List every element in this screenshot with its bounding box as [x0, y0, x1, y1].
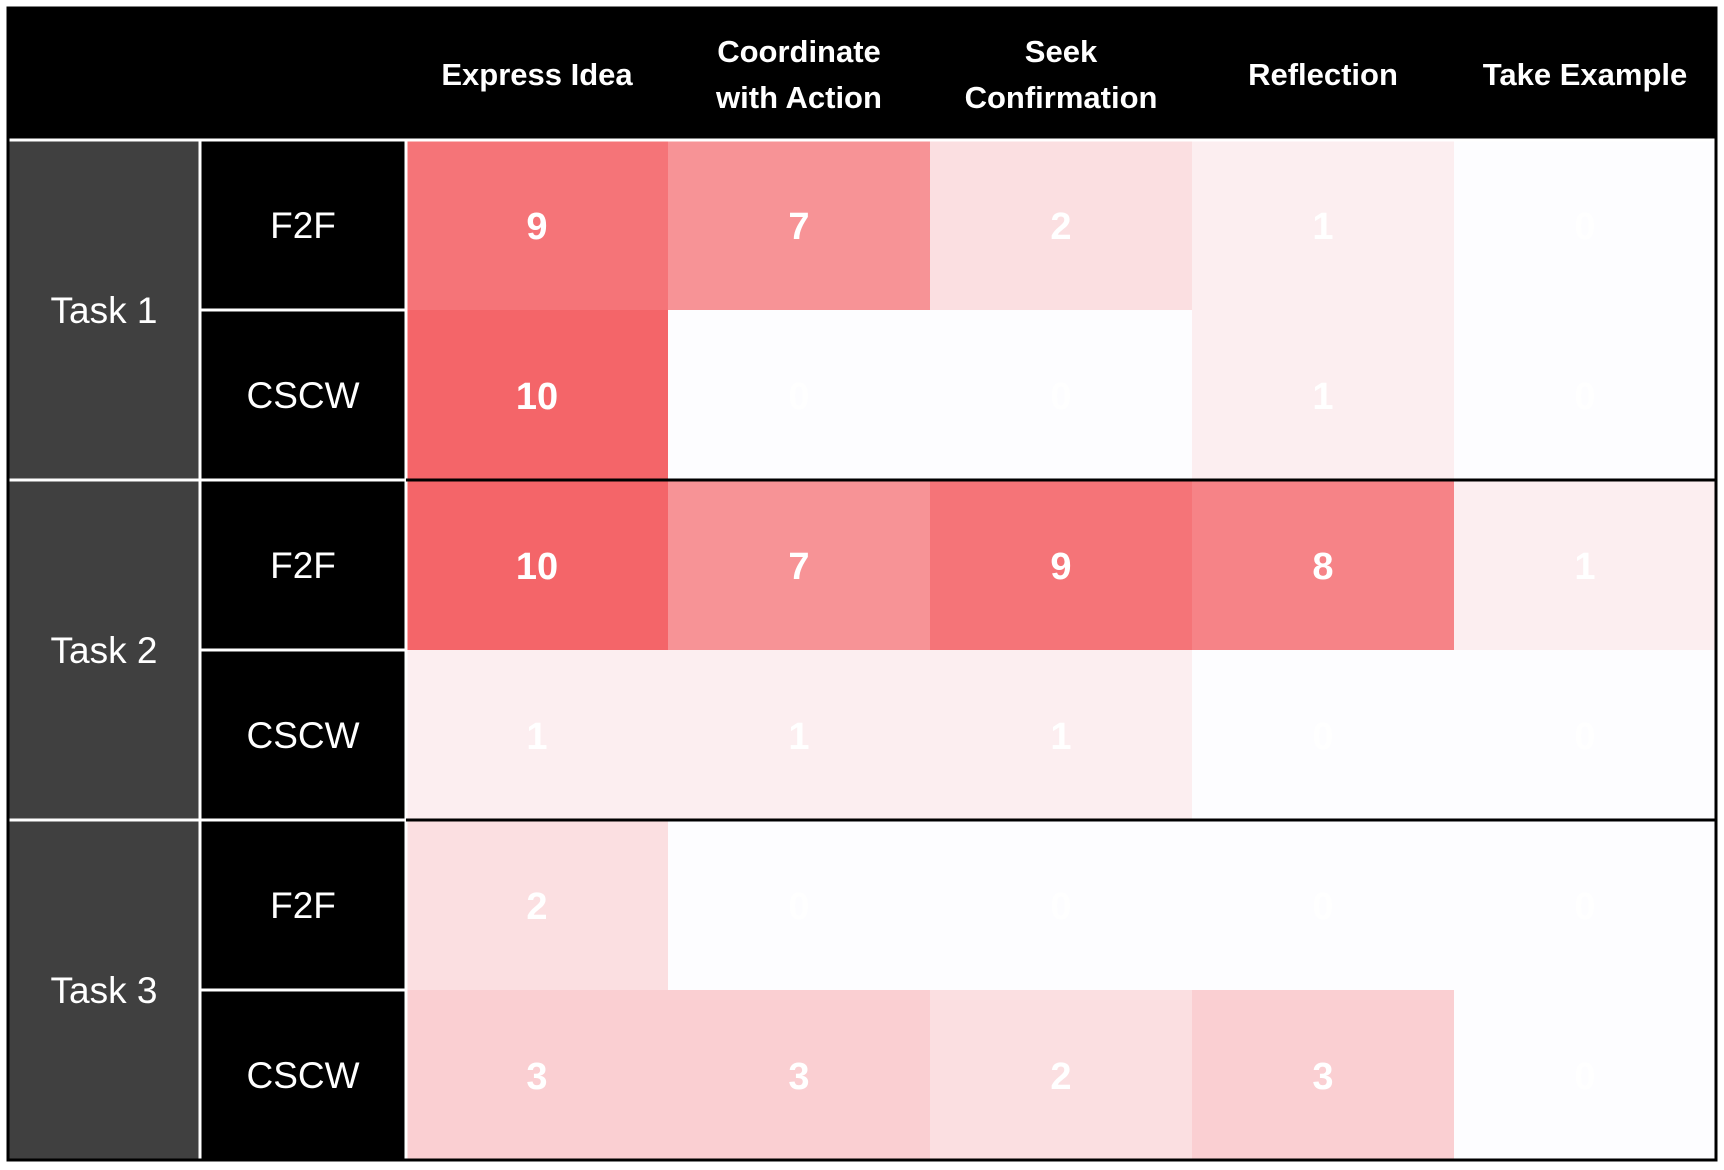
cell-task-2-cscw-coordinate-with-action [668, 650, 931, 821]
condition-cell [200, 820, 406, 990]
group-cell [8, 140, 200, 480]
header-background [8, 8, 1716, 140]
cell-value: 0 [788, 886, 809, 928]
group-label-task-3: Task 3 [51, 970, 158, 1011]
cell-value: 0 [1574, 886, 1595, 928]
outer-border [6, 6, 1718, 1162]
column-header-line: Confirmation [965, 80, 1158, 115]
cell-task-2-cscw-seek-confirmation [930, 650, 1193, 821]
column-header-line: Take Example [1483, 57, 1687, 92]
heatmap-cells [406, 140, 1717, 1161]
cell-values: 9 7 2 1 010 0 0 1 010 7 9 8 11 1 1 0 02 0 0 0 03 3 2 3 0 [516, 206, 1596, 1098]
cell-value: 0 [1574, 1056, 1595, 1098]
cell-task-1-cscw-reflection [1192, 310, 1455, 481]
group-cell [8, 820, 200, 1160]
cell-task-3-f2f-reflection [1192, 820, 1455, 991]
column-header-line: Express Idea [441, 57, 633, 92]
group-label-task-1: Task 1 [51, 290, 158, 331]
column-header-line: Seek [1025, 34, 1098, 69]
cell-value: 1 [788, 716, 809, 758]
cell-value: 2 [526, 886, 547, 928]
cell-task-1-cscw-coordinate-with-action [668, 310, 931, 481]
cell-value: 0 [1574, 206, 1595, 248]
column-header-line: Reflection [1248, 57, 1398, 92]
cell-value: 2 [1050, 206, 1071, 248]
column-header-take-example: Take Example [1483, 57, 1687, 92]
column-header-reflection: Reflection [1248, 57, 1398, 92]
cell-task-1-cscw-express-idea [406, 310, 669, 481]
cell-task-2-f2f-reflection [1192, 480, 1455, 651]
condition-cell [200, 310, 406, 480]
cell-task-3-cscw-reflection [1192, 990, 1455, 1161]
cell-task-1-cscw-take-example [1454, 310, 1717, 481]
cell-value: 0 [1574, 376, 1595, 418]
condition-label-cscw: CSCW [246, 375, 359, 416]
cell-value: 0 [1312, 716, 1333, 758]
group-label-task-2: Task 2 [51, 630, 158, 671]
row-labels: F2F CSCW F2F CSCW F2F CSCW Task 1 Task 2 Task 3 [8, 140, 406, 1160]
condition-cell [200, 480, 406, 650]
cell-value: 3 [1312, 1056, 1333, 1098]
grid-lines [6, 6, 1718, 1162]
cell-value: 3 [788, 1056, 809, 1098]
cell-task-3-f2f-take-example [1454, 820, 1717, 991]
cell-task-1-f2f-seek-confirmation [930, 140, 1193, 311]
cell-value: 7 [788, 206, 809, 248]
cell-task-2-f2f-take-example [1454, 480, 1717, 651]
cell-task-2-f2f-seek-confirmation [930, 480, 1193, 651]
cell-value: 9 [1050, 546, 1071, 588]
cell-value: 0 [1312, 886, 1333, 928]
cell-value: 1 [1574, 546, 1595, 588]
cell-task-2-cscw-reflection [1192, 650, 1455, 821]
cell-value: 0 [1574, 716, 1595, 758]
cell-task-3-cscw-coordinate-with-action [668, 990, 931, 1161]
cell-value: 9 [526, 206, 547, 248]
column-header-coordinate-with-action: Coordinate with Action [715, 34, 882, 115]
group-cell [8, 480, 200, 820]
cell-value: 1 [1050, 716, 1071, 758]
cell-task-3-f2f-coordinate-with-action [668, 820, 931, 991]
condition-label-cscw: CSCW [246, 1055, 359, 1096]
cell-value: 8 [1312, 546, 1333, 588]
cell-task-1-cscw-seek-confirmation [930, 310, 1193, 481]
cell-value: 2 [1050, 1056, 1071, 1098]
cell-task-3-cscw-express-idea [406, 990, 669, 1161]
cell-value: 7 [788, 546, 809, 588]
cell-task-1-f2f-take-example [1454, 140, 1717, 311]
cell-value: 1 [1312, 376, 1333, 418]
cell-task-1-f2f-express-idea [406, 140, 669, 311]
cell-task-1-f2f-coordinate-with-action [668, 140, 931, 311]
cell-task-2-cscw-express-idea [406, 650, 669, 821]
cell-value: 1 [526, 716, 547, 758]
cell-value: 0 [1050, 376, 1071, 418]
column-header: Express Idea Coordinate with Action Seek Con… [8, 8, 1716, 140]
column-header-line: with Action [715, 80, 882, 115]
condition-label-f2f: F2F [270, 545, 336, 586]
column-header-express-idea: Express Idea [441, 57, 633, 92]
condition-label-cscw: CSCW [246, 715, 359, 756]
condition-cell [200, 140, 406, 310]
condition-label-f2f: F2F [270, 885, 336, 926]
cell-value: 0 [1050, 886, 1071, 928]
cell-task-2-f2f-express-idea [406, 480, 669, 651]
cell-value: 10 [516, 546, 558, 588]
column-header-line: Coordinate [717, 34, 881, 69]
cell-task-2-f2f-coordinate-with-action [668, 480, 931, 651]
cell-value: 1 [1312, 206, 1333, 248]
condition-label-f2f: F2F [270, 205, 336, 246]
condition-cell [200, 650, 406, 820]
cell-task-3-cscw-take-example [1454, 990, 1717, 1161]
cell-value: 0 [788, 376, 809, 418]
cell-task-3-f2f-seek-confirmation [930, 820, 1193, 991]
cell-value: 3 [526, 1056, 547, 1098]
cell-task-2-cscw-take-example [1454, 650, 1717, 821]
cell-value: 10 [516, 376, 558, 418]
column-header-seek-confirmation: Seek Confirmation [965, 34, 1158, 115]
cell-task-3-cscw-seek-confirmation [930, 990, 1193, 1161]
condition-cell [200, 990, 406, 1160]
cell-task-3-f2f-express-idea [406, 820, 669, 991]
cell-task-1-f2f-reflection [1192, 140, 1455, 311]
